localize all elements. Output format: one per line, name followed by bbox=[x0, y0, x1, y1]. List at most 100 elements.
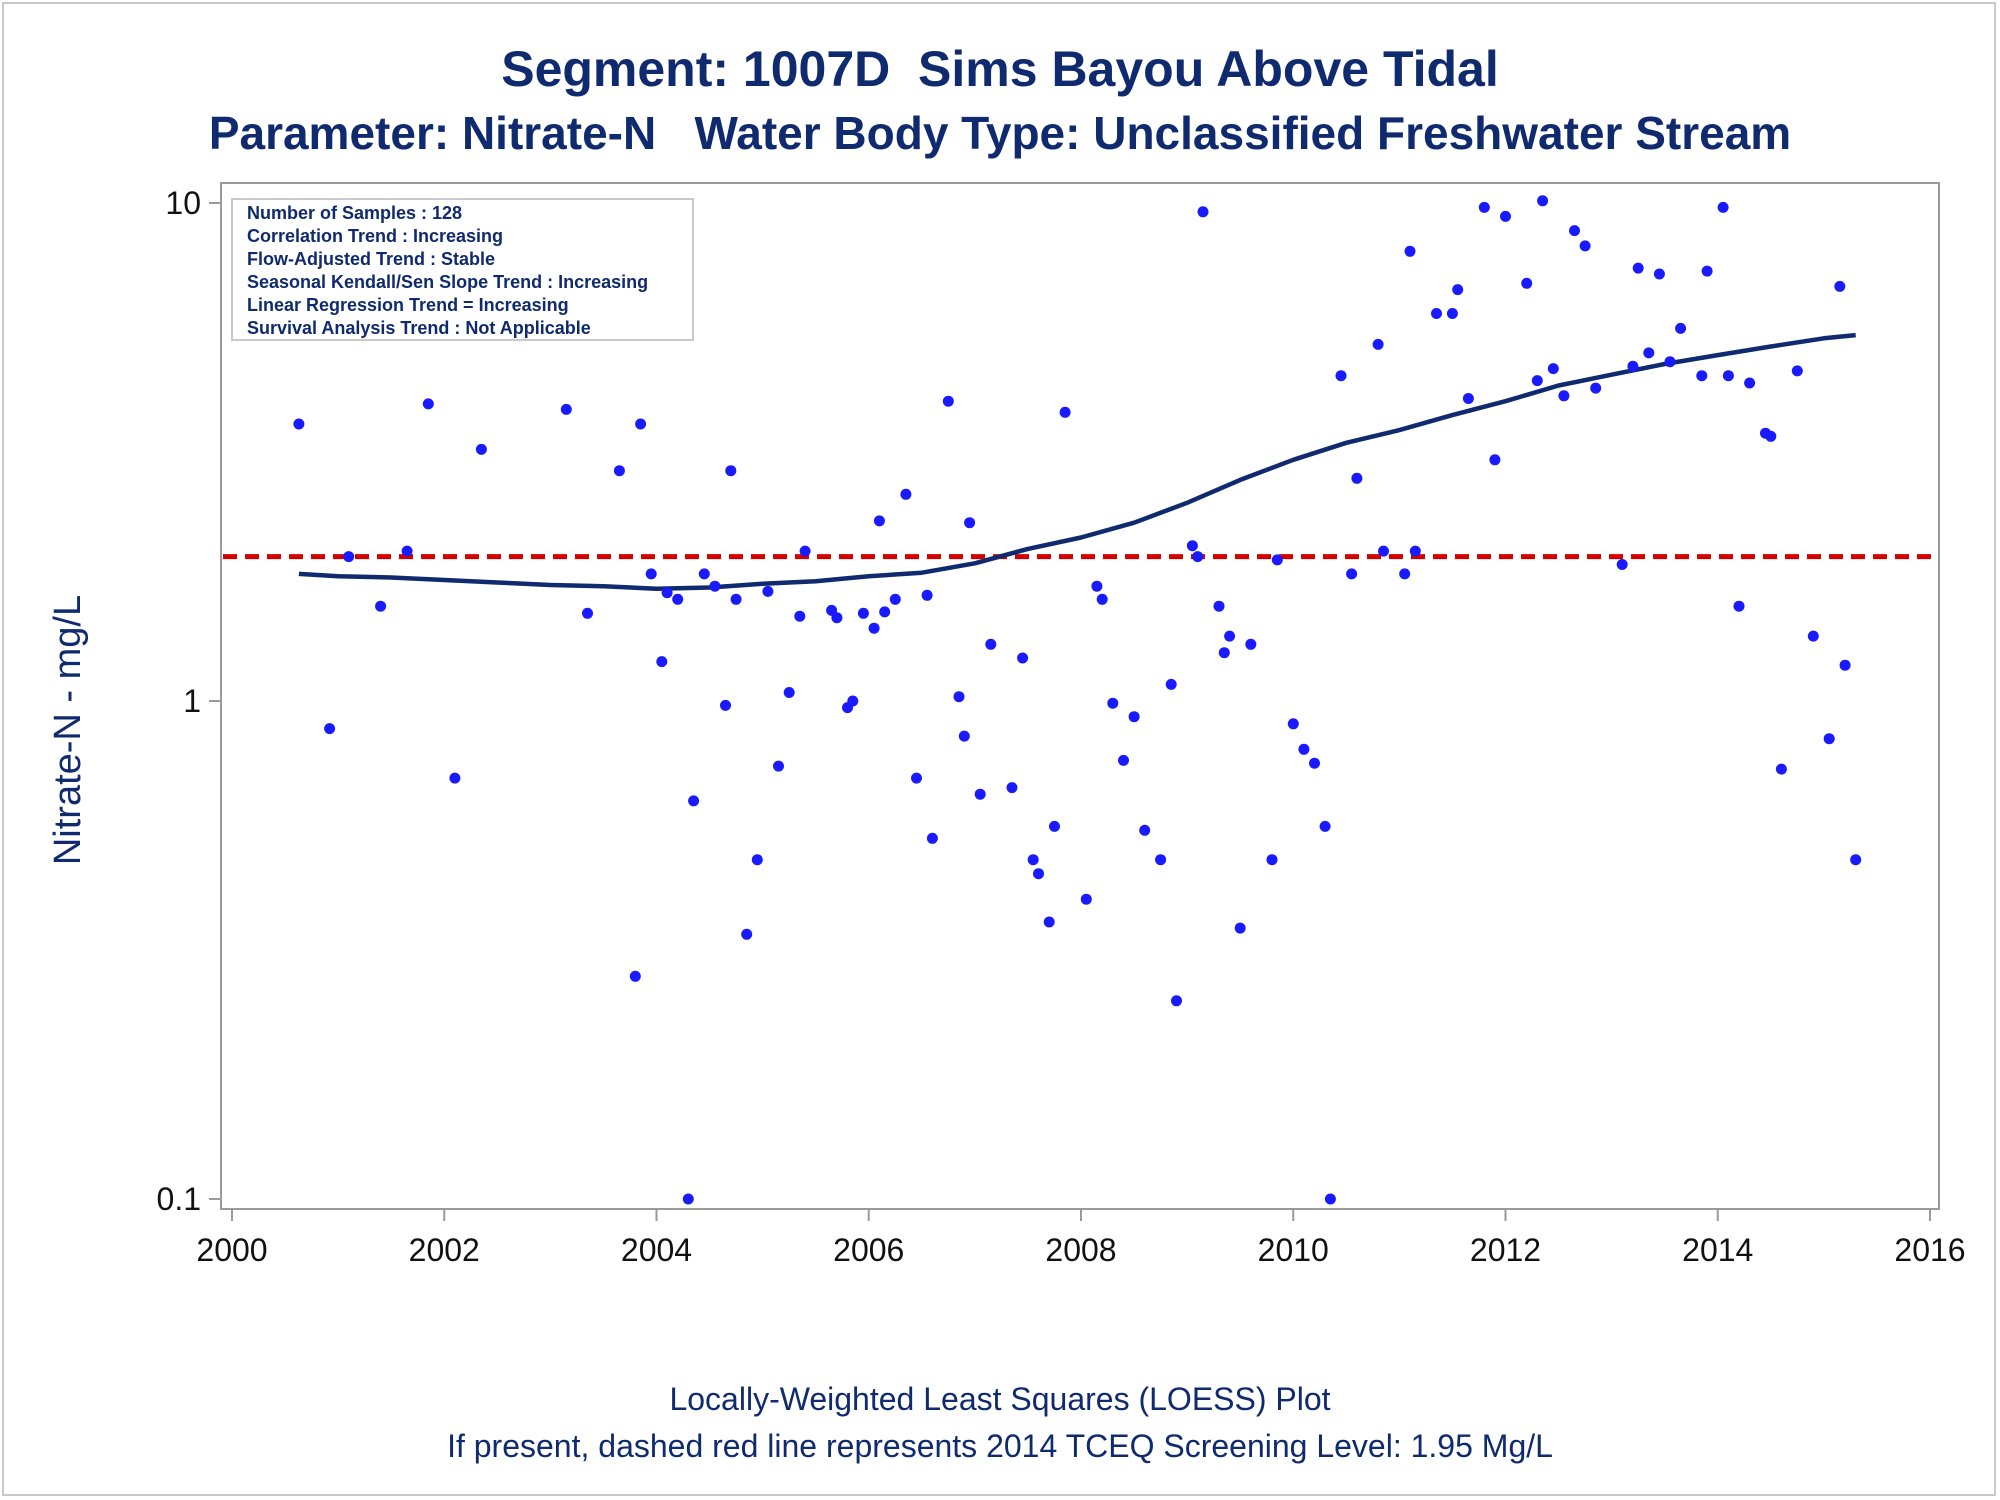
data-point-39 bbox=[873, 515, 885, 527]
data-point-122 bbox=[1775, 763, 1787, 775]
data-point-114 bbox=[1696, 370, 1708, 382]
data-point-104 bbox=[1569, 225, 1580, 237]
data-point-52 bbox=[1006, 782, 1018, 794]
data-point-97 bbox=[1489, 454, 1501, 466]
data-point-100 bbox=[1531, 375, 1543, 387]
data-point-109 bbox=[1632, 262, 1644, 274]
data-point-82 bbox=[1319, 820, 1331, 832]
data-point-7 bbox=[449, 772, 461, 784]
data-point-4 bbox=[375, 600, 387, 612]
data-point-95 bbox=[1462, 393, 1474, 404]
data-point-81 bbox=[1309, 757, 1320, 769]
data-point-63 bbox=[1118, 754, 1129, 766]
data-point-111 bbox=[1653, 268, 1665, 280]
data-point-61 bbox=[1096, 593, 1108, 605]
data-point-32 bbox=[799, 545, 811, 557]
y-axis: 10 1 0.1 bbox=[157, 185, 221, 1217]
data-point-87 bbox=[1372, 338, 1384, 350]
y-tick-label-10: 10 bbox=[165, 185, 201, 221]
data-point-123 bbox=[1791, 365, 1803, 377]
data-point-50 bbox=[974, 788, 986, 800]
info-samples: Number of Samples : 128 bbox=[247, 203, 462, 223]
data-point-70 bbox=[1192, 551, 1204, 563]
data-point-83 bbox=[1324, 1193, 1336, 1205]
info-linear-regression-trend: Linear Regression Trend = Increasing bbox=[247, 295, 569, 315]
x-tick-label-2000: 2000 bbox=[196, 1232, 267, 1268]
data-point-3 bbox=[343, 551, 355, 563]
data-point-65 bbox=[1139, 824, 1151, 836]
data-points bbox=[293, 195, 1862, 1205]
data-point-27 bbox=[751, 854, 763, 866]
data-point-121 bbox=[1765, 430, 1777, 442]
data-point-103 bbox=[1558, 390, 1570, 402]
x-tick-label-2006: 2006 bbox=[833, 1232, 904, 1268]
data-point-119 bbox=[1744, 377, 1756, 389]
data-point-76 bbox=[1245, 638, 1257, 650]
data-point-36 bbox=[847, 695, 859, 707]
x-tick-label-2008: 2008 bbox=[1045, 1232, 1116, 1268]
info-survival-analysis-trend: Survival Analysis Trend : Not Applicable bbox=[247, 318, 591, 338]
x-tick-label-2004: 2004 bbox=[621, 1232, 692, 1268]
data-point-43 bbox=[911, 772, 922, 784]
data-point-29 bbox=[773, 760, 784, 772]
info-flow-adjusted-trend: Flow-Adjusted Trend : Stable bbox=[247, 249, 495, 269]
data-point-73 bbox=[1218, 647, 1230, 659]
data-point-46 bbox=[942, 395, 954, 407]
data-point-77 bbox=[1266, 854, 1278, 866]
trend-info-box: Number of Samples : 128 Correlation Tren… bbox=[231, 198, 694, 341]
x-axis: 2000 2002 2004 2006 2008 2010 2012 2014 2016 bbox=[196, 1209, 1966, 1268]
data-point-127 bbox=[1839, 659, 1851, 671]
data-point-19 bbox=[682, 1193, 694, 1205]
data-point-37 bbox=[857, 607, 869, 619]
data-point-80 bbox=[1298, 743, 1310, 755]
data-point-115 bbox=[1701, 265, 1713, 277]
data-point-125 bbox=[1823, 733, 1835, 745]
data-point-20 bbox=[688, 795, 700, 807]
chart-subtitle: Parameter: Nitrate-N Water Body Type: Un… bbox=[208, 107, 1792, 159]
y-tick-label-0.1: 0.1 bbox=[157, 1181, 201, 1217]
data-point-16 bbox=[656, 656, 668, 668]
data-point-98 bbox=[1500, 210, 1511, 222]
data-point-48 bbox=[958, 730, 970, 742]
info-seasonal-kendall-trend: Seasonal Kendall/Sen Slope Trend : Incre… bbox=[247, 272, 648, 292]
data-point-6 bbox=[422, 398, 434, 410]
loess-line bbox=[298, 332, 1856, 592]
data-point-8 bbox=[475, 443, 487, 455]
data-point-74 bbox=[1224, 630, 1236, 642]
data-point-118 bbox=[1733, 600, 1745, 612]
data-point-51 bbox=[985, 638, 997, 650]
data-point-72 bbox=[1213, 600, 1225, 612]
x-tick-label-2016: 2016 bbox=[1894, 1232, 1965, 1268]
data-point-68 bbox=[1171, 995, 1182, 1007]
chart-title: Segment: 1007D Sims Bayou Above Tidal bbox=[501, 41, 1499, 97]
data-point-99 bbox=[1521, 277, 1533, 289]
x-tick-label-2010: 2010 bbox=[1258, 1232, 1329, 1268]
data-point-5 bbox=[401, 545, 413, 557]
x-tick-label-2014: 2014 bbox=[1682, 1232, 1753, 1268]
data-point-10 bbox=[560, 403, 572, 415]
data-point-17 bbox=[661, 587, 673, 599]
data-point-64 bbox=[1128, 711, 1140, 723]
data-point-84 bbox=[1335, 370, 1347, 382]
data-point-30 bbox=[783, 687, 795, 698]
data-point-25 bbox=[730, 593, 742, 605]
footnote-screening-level: If present, dashed red line represents 2… bbox=[447, 1428, 1553, 1464]
data-point-69 bbox=[1186, 540, 1198, 552]
data-point-91 bbox=[1409, 545, 1421, 557]
y-tick-label-1: 1 bbox=[183, 683, 201, 719]
data-point-78 bbox=[1271, 554, 1283, 566]
data-point-113 bbox=[1675, 322, 1687, 334]
data-point-38 bbox=[868, 622, 880, 634]
data-point-66 bbox=[1155, 854, 1167, 866]
data-point-42 bbox=[900, 488, 912, 500]
data-point-56 bbox=[1043, 916, 1055, 928]
data-point-124 bbox=[1807, 630, 1819, 642]
data-point-41 bbox=[889, 593, 901, 605]
data-point-96 bbox=[1478, 201, 1490, 213]
y-axis-label: Nitrate-N - mg/L bbox=[47, 595, 89, 865]
data-point-105 bbox=[1579, 240, 1591, 252]
data-point-34 bbox=[831, 612, 843, 624]
data-point-60 bbox=[1091, 580, 1103, 592]
